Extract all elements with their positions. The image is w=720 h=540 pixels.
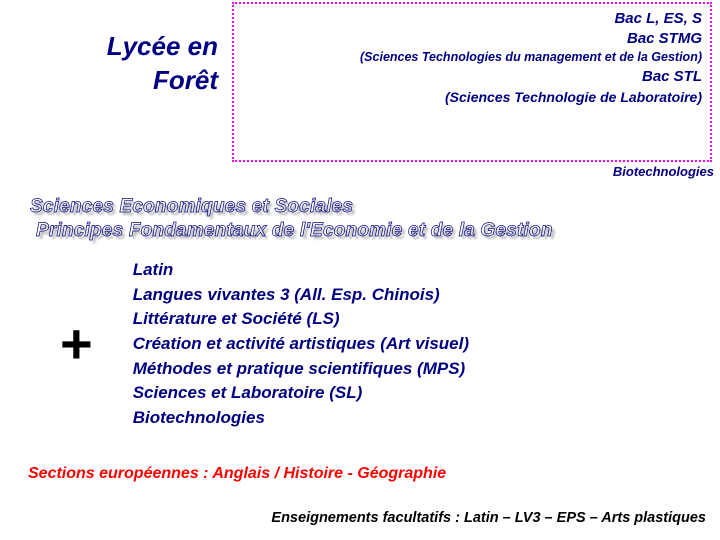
- plus-icon: +: [60, 316, 93, 372]
- title-line-2: Forêt: [28, 64, 218, 98]
- list-item: Sciences et Laboratoire (SL): [133, 381, 469, 406]
- bac-stl: Bac STL: [240, 68, 702, 85]
- top-row: Lycée en Forêt Bac L, ES, S Bac STMG (Sc…: [0, 0, 720, 170]
- list-item: Méthodes et pratique scientifiques (MPS): [133, 357, 469, 382]
- european-sections: Sections européennes : Anglais / Histoir…: [28, 465, 446, 483]
- bac-stmg-desc: (Sciences Technologies du management et …: [240, 50, 702, 64]
- optional-courses: Enseignements facultatifs : Latin – LV3 …: [271, 510, 706, 526]
- outlined-line-2: Principes Fondamentaux de l'Economie et …: [36, 219, 553, 243]
- plus-list: + Latin Langues vivantes 3 (All. Esp. Ch…: [60, 258, 469, 430]
- list-item: Biotechnologies: [133, 406, 469, 431]
- list-item: Création et activité artistiques (Art vi…: [133, 332, 469, 357]
- list-item: Langues vivantes 3 (All. Esp. Chinois): [133, 283, 469, 308]
- biotechnologies-label: Biotechnologies: [613, 164, 714, 179]
- options-list: Latin Langues vivantes 3 (All. Esp. Chin…: [133, 258, 469, 430]
- bac-stmg: Bac STMG: [240, 30, 702, 47]
- bac-box: Bac L, ES, S Bac STMG (Sciences Technolo…: [232, 2, 712, 162]
- bac-l-es-s: Bac L, ES, S: [240, 10, 702, 27]
- outlined-line-1: Sciences Economiques et Sociales: [30, 195, 553, 219]
- title-line-1: Lycée en: [28, 30, 218, 64]
- outlined-titles: Sciences Economiques et Sociales Princip…: [30, 195, 553, 243]
- list-item: Latin: [133, 258, 469, 283]
- bac-stl-desc: (Sciences Technologie de Laboratoire): [240, 89, 702, 105]
- list-item: Littérature et Société (LS): [133, 307, 469, 332]
- slide: Lycée en Forêt Bac L, ES, S Bac STMG (Sc…: [0, 0, 720, 540]
- school-title: Lycée en Forêt: [28, 30, 218, 98]
